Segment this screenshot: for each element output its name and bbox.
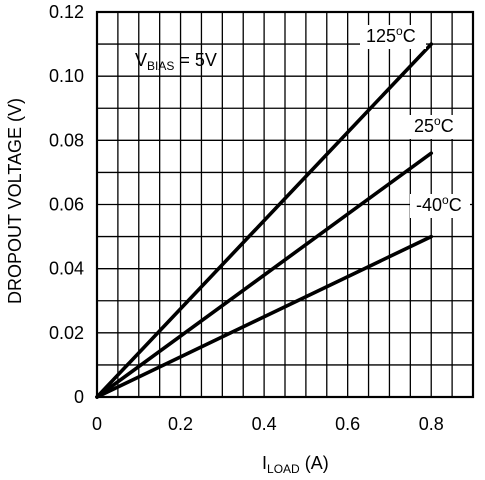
series-line-minus-40c bbox=[95, 234, 434, 399]
plot-frame bbox=[95, 10, 475, 399]
y-tick-label: 0.04 bbox=[49, 259, 84, 279]
x-tick-label: 0.2 bbox=[168, 414, 193, 434]
x-tick-label: 0 bbox=[92, 414, 102, 434]
series-lines bbox=[95, 42, 434, 399]
y-tick-label: 0.10 bbox=[49, 66, 84, 86]
x-tick-label: 0.6 bbox=[335, 414, 360, 434]
vbias-annotation: VBIAS = 5V bbox=[135, 50, 217, 73]
y-tick-labels: 0 0.02 0.04 0.06 0.08 0.10 0.12 bbox=[49, 2, 84, 407]
y-tick-label: 0 bbox=[74, 387, 84, 407]
y-axis-title: DROPOUT VOLTAGE (V) bbox=[5, 98, 25, 304]
x-tick-label: 0.8 bbox=[419, 414, 444, 434]
x-tick-label: 0.4 bbox=[252, 414, 277, 434]
series-line-125c bbox=[95, 42, 434, 399]
series-label-minus-40c: -40oC bbox=[416, 193, 462, 215]
x-tick-labels: 0 0.2 0.4 0.6 0.8 bbox=[92, 414, 444, 434]
series-label-background bbox=[360, 25, 426, 49]
series-line-25c bbox=[95, 151, 434, 399]
y-tick-label: 0.12 bbox=[49, 2, 84, 22]
series-label-25c: 25oC bbox=[414, 114, 454, 136]
series-label-125c: 125oC bbox=[366, 24, 416, 46]
y-tick-label: 0.02 bbox=[49, 323, 84, 343]
series-labels: 125oC 25oC -40oC bbox=[360, 24, 470, 218]
y-tick-label: 0.06 bbox=[49, 195, 84, 215]
x-axis-title: ILOAD (A) bbox=[262, 453, 329, 476]
y-tick-label: 0.08 bbox=[49, 130, 84, 150]
series-label-background bbox=[410, 194, 470, 218]
series-label-background bbox=[408, 115, 466, 139]
